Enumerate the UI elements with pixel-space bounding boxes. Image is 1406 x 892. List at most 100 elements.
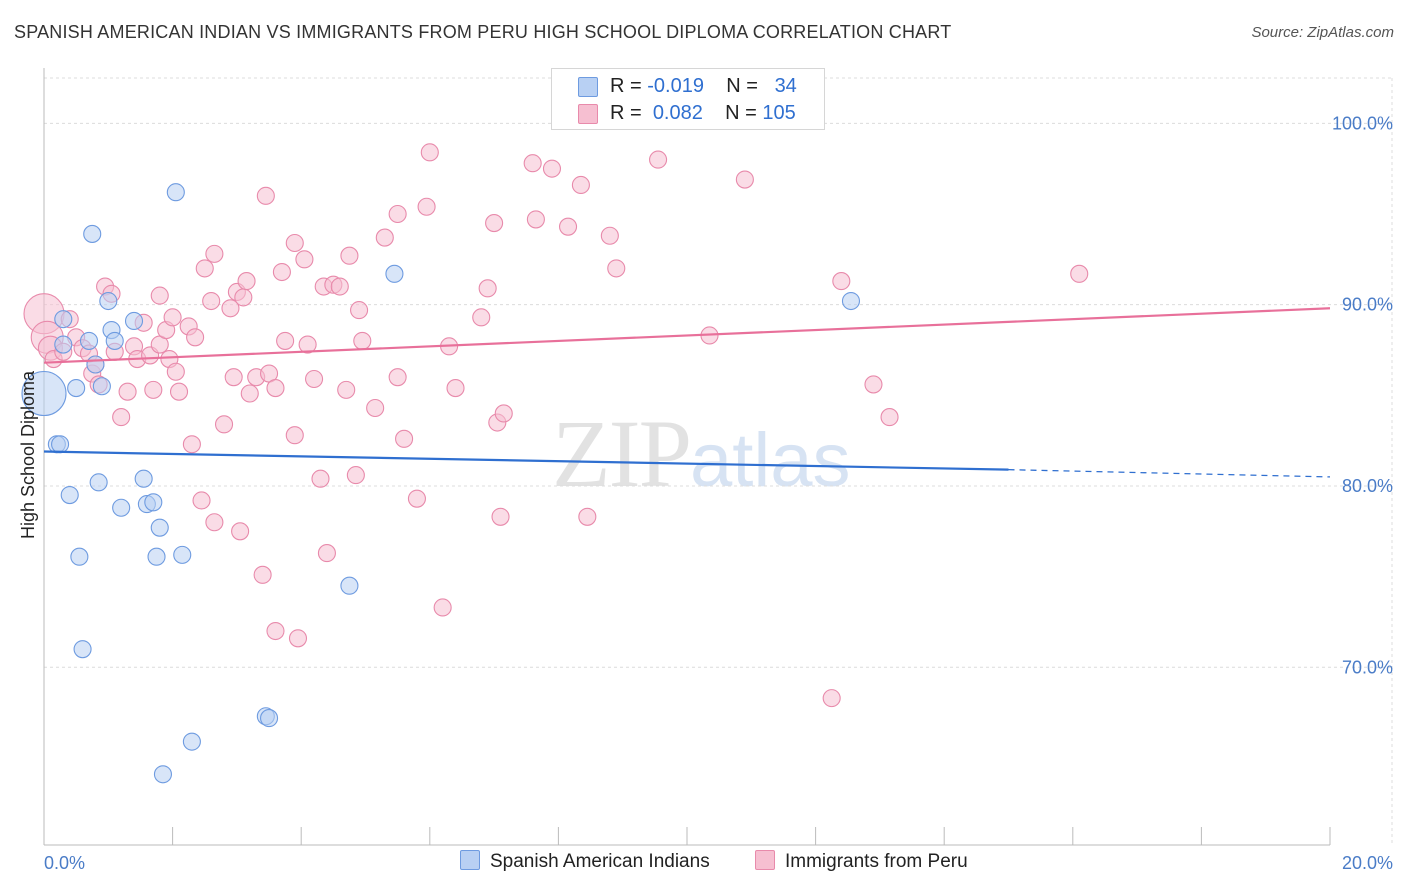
point-immigrant-peru [240, 384, 259, 403]
n-label: N = [726, 75, 758, 97]
point-immigrant-peru [285, 233, 304, 253]
y-axis-label: High School Diploma [18, 370, 38, 539]
point-immigrant-peru [169, 382, 189, 401]
point-spanish-american-indian [99, 291, 118, 311]
point-immigrant-peru [571, 175, 590, 195]
point-immigrant-peru [478, 279, 497, 298]
bottom-legend-label-pink: Immigrants from Peru [785, 851, 968, 872]
point-spanish-american-indian [79, 331, 99, 350]
series-immigrants-from-peru [23, 143, 1089, 708]
point-immigrant-peru [600, 226, 619, 245]
point-immigrant-peru [607, 259, 626, 278]
n-value: 34 [774, 75, 797, 97]
point-immigrant-peru [305, 369, 324, 389]
point-spanish-american-indian [67, 379, 86, 398]
point-immigrant-peru [192, 491, 211, 510]
r-label: R = [610, 75, 642, 97]
point-immigrant-peru [234, 288, 253, 307]
point-immigrant-peru [375, 228, 394, 247]
point-spanish-american-indian [134, 469, 153, 488]
point-immigrant-peru [542, 159, 562, 178]
trend-line-blue-extension [1008, 469, 1331, 478]
point-spanish-american-indian [89, 473, 108, 492]
point-immigrant-peru [822, 689, 841, 708]
point-spanish-american-indian [86, 355, 105, 374]
point-immigrant-peru [112, 408, 131, 427]
point-immigrant-peru [311, 469, 330, 488]
point-immigrant-peru [330, 277, 349, 296]
y-tick-label: 70.0% [1342, 657, 1393, 677]
trend-line-blue [43, 450, 1009, 471]
y-tick-label: 90.0% [1342, 295, 1393, 315]
point-immigrant-peru [205, 244, 224, 263]
chart-title: SPANISH AMERICAN INDIAN VS IMMIGRANTS FR… [14, 22, 952, 42]
point-immigrant-peru [144, 380, 163, 399]
point-spanish-american-indian [147, 547, 166, 566]
point-immigrant-peru [253, 565, 272, 584]
point-immigrant-peru [523, 154, 542, 173]
point-spanish-american-indian [92, 377, 111, 396]
legend-swatch-pink [578, 104, 598, 124]
point-immigrant-peru [388, 204, 407, 224]
point-immigrant-peru [288, 629, 308, 648]
point-immigrant-peru [237, 272, 256, 291]
point-immigrant-peru [340, 246, 359, 265]
r-value: 0.082 [652, 102, 703, 124]
point-immigrant-peru [735, 170, 754, 189]
point-immigrant-peru [353, 331, 372, 350]
point-immigrant-peru [166, 362, 185, 381]
point-immigrant-peru [337, 380, 356, 399]
r-label: R = [610, 102, 642, 124]
point-immigrant-peru [202, 291, 221, 311]
point-immigrant-peru [346, 466, 365, 485]
point-spanish-american-indian [73, 640, 92, 659]
point-spanish-american-indian [105, 331, 124, 350]
bottom-legend-label-blue: Spanish American Indians [490, 851, 710, 872]
x-tick-label-max: 20.0% [1342, 853, 1393, 873]
bottom-legend-swatch-pink [755, 850, 775, 870]
point-immigrant-peru [388, 368, 407, 387]
point-spanish-american-indian [153, 765, 173, 784]
gridlines [44, 77, 1393, 845]
watermark-zip: ZIP [552, 400, 692, 507]
point-spanish-american-indian [144, 493, 163, 512]
point-immigrant-peru [433, 598, 452, 617]
point-spanish-american-indian [182, 732, 201, 751]
point-immigrant-peru [317, 544, 336, 563]
x-tick-label-min: 0.0% [44, 853, 85, 873]
point-immigrant-peru [494, 404, 513, 423]
legend-text-pink: R = 0.082 N = 105 [610, 102, 796, 125]
point-immigrant-peru [350, 301, 369, 320]
point-spanish-american-indian [83, 224, 102, 243]
point-spanish-american-indian [54, 310, 73, 329]
point-immigrant-peru [118, 382, 137, 401]
point-spanish-american-indian [385, 264, 404, 283]
point-immigrant-peru [298, 335, 317, 354]
point-spanish-american-indian [259, 709, 279, 728]
legend-text-blue: R = -0.019 N = 34 [610, 75, 797, 98]
point-immigrant-peru [231, 522, 250, 541]
watermark: ZIPatlas [552, 398, 851, 509]
point-immigrant-peru [417, 197, 436, 216]
point-immigrant-peru [266, 379, 285, 398]
point-spanish-american-indian [21, 370, 67, 417]
point-spanish-american-indian [54, 335, 73, 354]
trend-lines [43, 307, 1331, 478]
point-spanish-american-indian [60, 485, 79, 505]
y-tick-label: 80.0% [1342, 476, 1393, 496]
trend-line-pink [43, 307, 1331, 364]
point-immigrant-peru [186, 328, 205, 347]
bottom-legend-swatch-blue [460, 850, 480, 870]
point-immigrant-peru [526, 210, 545, 229]
point-immigrant-peru [1070, 264, 1089, 283]
point-spanish-american-indian [124, 311, 144, 331]
point-immigrant-peru [491, 507, 510, 526]
point-immigrant-peru [182, 435, 201, 454]
point-spanish-american-indian [70, 547, 89, 566]
point-immigrant-peru [864, 375, 883, 394]
point-immigrant-peru [407, 489, 426, 508]
n-value: 105 [762, 102, 796, 124]
point-immigrant-peru [472, 308, 491, 327]
point-immigrant-peru [395, 429, 414, 448]
